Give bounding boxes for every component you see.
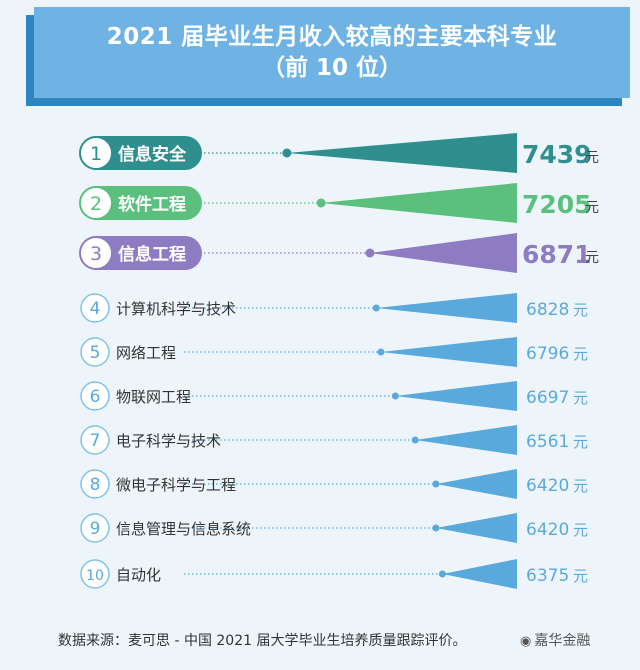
bar-wedge (380, 337, 517, 367)
bar-wedge (435, 513, 517, 543)
unit-label: 元 (573, 477, 588, 495)
rank-circle (79, 136, 113, 170)
value-label: 6697 (526, 388, 569, 408)
rank-number: 8 (90, 475, 101, 495)
value-label: 6420 (526, 520, 569, 540)
chart-title: 2021 届毕业生月收入较高的主要本科专业 (106, 24, 558, 50)
rank-number: 6 (90, 387, 101, 407)
rank-circle (79, 186, 113, 220)
value-label: 6828 (526, 300, 569, 320)
rank-number: 5 (90, 343, 101, 363)
bar-wedge (415, 425, 517, 455)
watermark: ◉ 嘉华金融 (520, 630, 590, 650)
rank-circle (80, 381, 110, 411)
value-label: 6871 (522, 240, 592, 269)
category-label: 信息管理与信息系统 (116, 520, 251, 538)
unit-label: 元 (573, 433, 588, 451)
rank-number: 9 (90, 519, 101, 539)
rank-number: 10 (86, 568, 104, 584)
rank-number: 3 (90, 243, 102, 265)
rank-circle (80, 559, 110, 589)
rank-number: 4 (90, 299, 101, 319)
category-label: 电子科学与技术 (116, 432, 221, 450)
value-label: 7205 (522, 190, 592, 219)
rank-circle (80, 337, 110, 367)
value-label: 6420 (526, 476, 569, 496)
unit-label: 元 (573, 521, 588, 539)
category-label: 信息工程 (118, 244, 186, 265)
title-banner: 2021 届毕业生月收入较高的主要本科专业 （前 10 位） (34, 7, 630, 98)
source-note: 数据来源：麦可思 - 中国 2021 届大学毕业生培养质量跟踪评价。 (58, 633, 467, 649)
unit-label: 元 (573, 301, 588, 319)
unit-label: 元 (585, 200, 599, 216)
bar-wedge (395, 381, 517, 411)
bar-wedge (442, 559, 517, 589)
unit-label: 元 (573, 345, 588, 363)
category-label: 自动化 (116, 566, 161, 584)
rank-circle (80, 513, 110, 543)
rank-circle (80, 469, 110, 499)
rank-circle (79, 236, 113, 270)
rank-circle (80, 425, 110, 455)
value-label: 6375 (526, 566, 569, 586)
unit-label: 元 (585, 150, 599, 166)
category-label: 软件工程 (118, 194, 186, 215)
wechat-icon: ◉ (520, 634, 532, 649)
category-label: 信息安全 (118, 144, 187, 165)
bar-wedge (369, 233, 517, 273)
rank-circle (80, 293, 110, 323)
rank-number: 7 (90, 431, 101, 451)
unit-label: 元 (573, 567, 588, 585)
chart-subtitle: （前 10 位） (261, 55, 403, 81)
category-label: 物联网工程 (116, 388, 191, 406)
unit-label: 元 (585, 250, 599, 266)
value-label: 6796 (526, 344, 569, 364)
bar-wedge (286, 133, 517, 173)
unit-label: 元 (573, 389, 588, 407)
watermark-text: 嘉华金融 (534, 633, 591, 649)
rank-number: 2 (90, 193, 102, 215)
bar-wedge (435, 469, 517, 499)
value-label: 7439 (522, 140, 592, 169)
category-label: 网络工程 (116, 344, 176, 362)
rank-number: 1 (90, 143, 102, 165)
category-label: 计算机科学与技术 (116, 300, 236, 318)
value-label: 6561 (526, 432, 569, 452)
bar-wedge (321, 183, 517, 223)
category-label: 微电子科学与工程 (116, 476, 236, 494)
bar-wedge (376, 293, 517, 323)
